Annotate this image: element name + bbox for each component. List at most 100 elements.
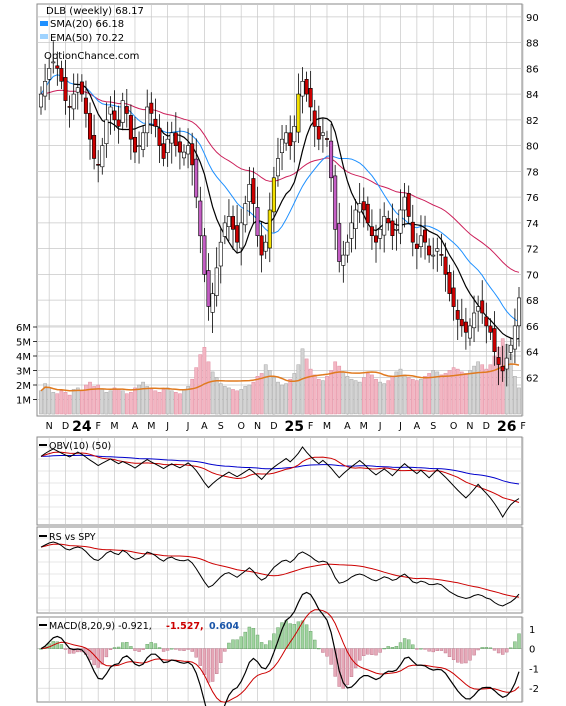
candle-body (83, 97, 88, 114)
candle-body (312, 110, 317, 127)
volume-bar (517, 387, 521, 415)
candle-body (194, 158, 199, 198)
volume-bar (276, 381, 280, 415)
macd-signal-value: -1.527, (166, 621, 204, 632)
volume-bar (51, 392, 56, 415)
candle-body (116, 119, 121, 127)
macd-histogram-bar (407, 639, 411, 649)
volume-bar (43, 383, 47, 415)
volume-bar (259, 373, 264, 415)
candle-body (124, 106, 129, 114)
macd-histogram-bar (382, 648, 386, 650)
candle-body (43, 81, 48, 97)
volume-bar (459, 371, 464, 415)
macd-histogram-bar (464, 648, 468, 664)
candle-body (133, 137, 138, 153)
candle-body (398, 209, 403, 234)
candle-body (63, 77, 68, 101)
volume-bar (92, 386, 96, 415)
volume-bar (116, 389, 121, 415)
macd-histogram-bar (325, 648, 329, 657)
volume-bar (353, 380, 358, 415)
candle-body (386, 218, 391, 224)
macd-histogram-bar (59, 644, 64, 649)
candle-body (231, 216, 236, 230)
candle-body (504, 357, 509, 370)
rs-label: RS vs SPY (49, 532, 96, 543)
macd-histogram-bar (284, 620, 288, 649)
candle-body (202, 235, 207, 275)
candle-body (55, 65, 60, 69)
candle-body (271, 177, 276, 213)
volume-bar (439, 374, 444, 415)
candle-body (480, 300, 485, 314)
candle-body (418, 235, 423, 248)
candle-body (222, 222, 227, 237)
macd-histogram-bar (227, 642, 231, 649)
time-axis-label: J (398, 421, 402, 432)
time-axis-label: 26 (497, 419, 516, 435)
candle-body (484, 316, 489, 327)
macd-histogram-bar (345, 648, 350, 685)
volume-bar (406, 377, 411, 415)
macd-histogram-bar (509, 647, 513, 649)
volume-bar (100, 389, 105, 415)
macd-histogram-bar (104, 648, 109, 658)
volume-bar (80, 390, 84, 415)
volume-bar (427, 373, 431, 415)
volume-bar (329, 370, 333, 415)
macd-histogram-bar (378, 648, 382, 653)
candle-body (333, 175, 338, 230)
candle-body (329, 140, 334, 179)
obv-panel-frame (36, 436, 523, 526)
candle-body (190, 143, 195, 166)
candle-body (382, 216, 387, 236)
macd-histogram-bar (161, 648, 166, 652)
macd-histogram-bar (186, 648, 190, 650)
ema50-legend-swatch (40, 34, 48, 39)
volume-bar (178, 393, 182, 415)
macd-histogram-bar (71, 648, 76, 654)
macd-histogram-bar (190, 648, 194, 652)
volume-bar (141, 381, 145, 415)
candle-body (214, 267, 219, 296)
macd-histogram-bar (304, 624, 309, 649)
volume-bar (112, 387, 117, 415)
price-tick-label: 90 (526, 13, 539, 24)
macd-histogram-bar (492, 648, 497, 651)
volume-bar (173, 392, 178, 415)
candle-body (373, 235, 378, 243)
volume-bar (370, 374, 374, 415)
candle-body (349, 222, 354, 239)
volume-bar (325, 376, 329, 415)
volume-bar (63, 392, 68, 415)
time-axis-label: N (466, 421, 473, 432)
macd-histogram-bar (460, 648, 464, 664)
macd-histogram-bar (431, 648, 435, 653)
macd-histogram-bar (247, 626, 252, 649)
chart-title: DLB (weekly) 68.17 (46, 6, 144, 17)
volume-bar (108, 390, 113, 415)
macd-histogram-bar (251, 628, 256, 649)
macd-histogram-bar (202, 648, 207, 675)
macd-histogram-bar (88, 648, 92, 661)
volume-bar (210, 371, 215, 415)
macd-histogram-bar (476, 648, 480, 651)
candle-body (145, 106, 150, 134)
rs-line (40, 541, 520, 607)
time-axis-label: M (323, 421, 331, 432)
macd-histogram-bar (55, 641, 59, 649)
candle-body (320, 132, 325, 136)
time-axis-label: D (62, 421, 69, 432)
candle-body (304, 79, 309, 95)
candle-body (173, 132, 178, 147)
volume-bar (137, 384, 141, 415)
candle-body (406, 193, 411, 217)
macd-histogram-bar (435, 648, 439, 651)
candle-body (104, 119, 109, 145)
candle-body (198, 200, 203, 237)
candle-body (100, 145, 105, 168)
candle-body (186, 145, 191, 155)
macd-tick-label: -1 (529, 664, 539, 675)
volume-bar (398, 368, 403, 415)
